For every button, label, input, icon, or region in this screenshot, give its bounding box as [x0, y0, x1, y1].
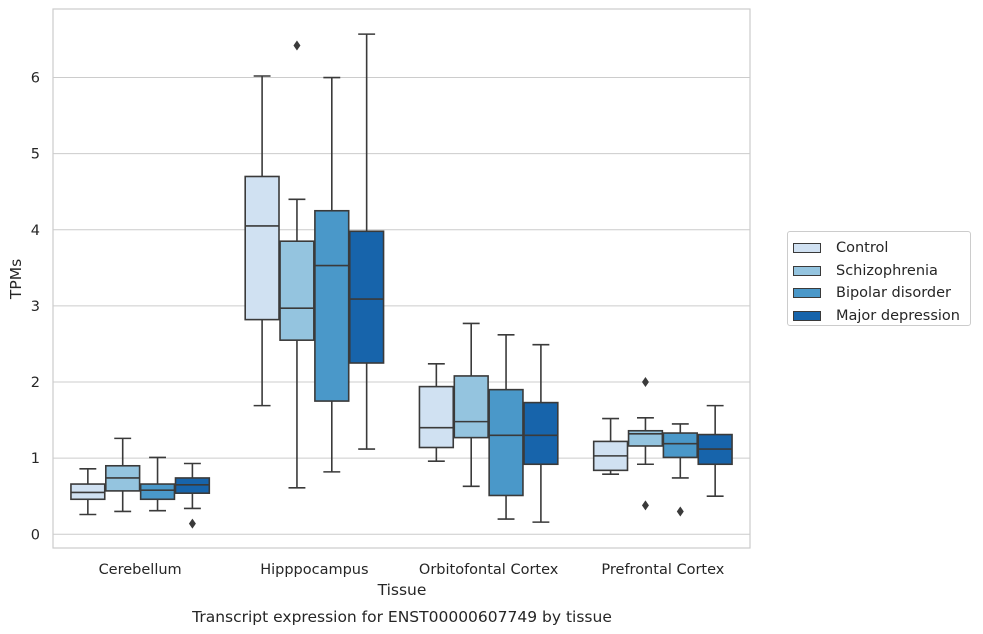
box-cerebellum-control — [70, 468, 106, 516]
box-prefrontal-cortex-schizophrenia — [627, 377, 664, 511]
legend-item-major-depression: Major depression — [788, 305, 970, 328]
y-tick-label: 1 — [31, 451, 40, 467]
y-tick-label: 2 — [31, 375, 40, 391]
box-prefrontal-cortex-bipolar-disorder — [662, 423, 699, 517]
series-major-depression — [174, 33, 733, 529]
outlier-point — [641, 500, 649, 511]
plot-frame — [52, 8, 751, 549]
box-iqr — [523, 401, 559, 466]
series-bipolar-disorder — [139, 76, 699, 520]
box-prefrontal-cortex-major-depression — [697, 404, 733, 498]
box-iqr — [348, 230, 385, 364]
chart-title: Transcript expression for ENST0000060774… — [191, 608, 612, 626]
box-orbitofontal-cortex-control — [418, 362, 455, 463]
legend-item-bipolar-disorder: Bipolar disorder — [788, 282, 970, 305]
box-hipppocampus-major-depression — [348, 33, 385, 450]
box-iqr — [662, 432, 699, 459]
legend-swatch-schizophrenia — [793, 265, 821, 276]
series-schizophrenia — [104, 40, 664, 513]
y-tick-label: 4 — [31, 223, 40, 239]
box-iqr — [418, 385, 455, 449]
x-tick-label: Prefrontal Cortex — [601, 562, 724, 578]
y-axis-label: TPMs — [7, 259, 25, 300]
x-tick-label: Orbitofontal Cortex — [419, 562, 559, 578]
legend-swatch-control — [793, 243, 821, 254]
legend-label-major-depression: Major depression — [836, 307, 960, 324]
legend-item-schizophrenia: Schizophrenia — [788, 260, 970, 283]
box-orbitofontal-cortex-bipolar-disorder — [488, 334, 524, 520]
box-hipppocampus-bipolar-disorder — [314, 76, 350, 473]
legend-swatch-major-depression — [793, 310, 821, 321]
y-tick-label: 6 — [31, 71, 40, 87]
box-iqr — [139, 483, 176, 501]
x-axis-label: Tissue — [377, 581, 427, 599]
outlier-point — [641, 377, 649, 388]
legend: Control Schizophrenia Bipolar disorder M… — [787, 231, 971, 326]
x-tick-label: Hipppocampus — [260, 562, 368, 578]
box-iqr — [314, 209, 350, 402]
y-tick-label: 3 — [31, 299, 40, 315]
x-tick-label: Cerebellum — [99, 562, 182, 578]
y-tick-labels: 0 1 2 3 4 5 6 — [31, 71, 40, 544]
box-orbitofontal-cortex-schizophrenia — [453, 322, 489, 488]
box-iqr — [453, 375, 489, 439]
legend-label-bipolar-disorder: Bipolar disorder — [836, 285, 951, 302]
box-orbitofontal-cortex-major-depression — [523, 343, 559, 523]
box-cerebellum-major-depression — [174, 462, 211, 529]
legend-item-control: Control — [788, 237, 970, 260]
legend-label-control: Control — [836, 240, 889, 257]
box-hipppocampus-schizophrenia — [279, 40, 315, 489]
grid-lines — [53, 77, 750, 535]
box-cerebellum-schizophrenia — [104, 437, 141, 513]
x-tick-labels: Cerebellum Hipppocampus Orbitofontal Corte… — [99, 562, 725, 578]
series-control — [70, 75, 629, 516]
box-hipppocampus-control — [244, 75, 280, 407]
outlier-point — [188, 518, 196, 529]
legend-swatch-bipolar-disorder — [793, 288, 821, 299]
outlier-point — [293, 40, 301, 51]
y-tick-label: 5 — [31, 147, 40, 163]
y-tick-label: 0 — [31, 527, 40, 543]
box-iqr — [488, 388, 524, 497]
box-iqr — [244, 175, 280, 321]
box-series — [70, 33, 733, 529]
box-prefrontal-cortex-control — [592, 417, 629, 475]
outlier-point — [676, 506, 684, 517]
box-iqr — [279, 240, 315, 341]
box-cerebellum-bipolar-disorder — [139, 456, 176, 512]
legend-label-schizophrenia: Schizophrenia — [836, 262, 938, 279]
